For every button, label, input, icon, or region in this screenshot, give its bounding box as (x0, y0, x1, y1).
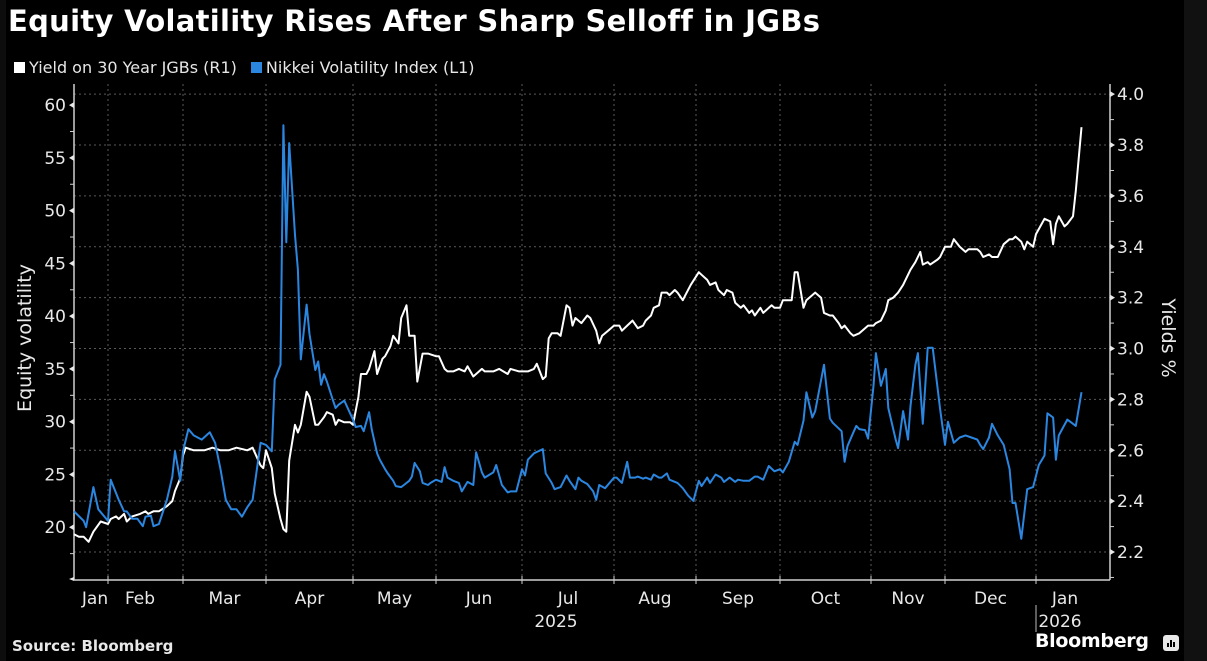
x-tick-label: Feb (125, 589, 155, 609)
left-border (0, 0, 6, 661)
x-tick-label: Mar (208, 589, 240, 609)
right-tick-label: 3.8 (1117, 136, 1144, 156)
right-tick-mark (1110, 396, 1115, 403)
left-tick-mark (69, 524, 74, 531)
right-tick-label: 2.6 (1117, 441, 1144, 461)
right-tick-mark (1110, 192, 1115, 199)
series-lines (73, 124, 1083, 543)
right-tick-label: 2.8 (1117, 390, 1144, 410)
left-tick-mark (69, 102, 74, 109)
left-tick-label: 20 (44, 518, 66, 538)
right-tick-label: 3.4 (1117, 238, 1144, 258)
left-tick-mark (69, 207, 74, 214)
left-tick-label: 40 (44, 307, 66, 327)
year-label-2026: 2026 (1038, 612, 1081, 632)
left-tick-mark (69, 260, 74, 267)
legend-item-yield: Yield on 30 Year JGBs (R1) (14, 58, 237, 77)
left-tick-mark (69, 154, 74, 161)
left-tick-label: 50 (44, 202, 66, 222)
x-tick-label: Dec (974, 589, 1007, 609)
year-label-2025: 2025 (534, 612, 577, 632)
legend-swatch-volatility (250, 62, 262, 73)
right-tick-mark (1110, 549, 1115, 556)
x-tick-label: Aug (638, 589, 671, 609)
legend-swatch-yield (14, 62, 25, 73)
right-tick-mark (1110, 294, 1115, 301)
right-tick-label: 3.6 (1117, 187, 1144, 207)
x-tick-label: May (377, 589, 412, 609)
x-tick-label: Jan (1051, 589, 1078, 609)
chart-title: Equity Volatility Rises After Sharp Sell… (8, 4, 821, 38)
x-tick-label: Oct (811, 589, 841, 609)
left-tick-label: 45 (44, 254, 66, 274)
left-tick-label: 30 (44, 413, 66, 433)
x-tick-label: Sep (722, 589, 754, 609)
chart-icon (1163, 635, 1179, 651)
right-tick-label: 3.2 (1117, 289, 1144, 309)
x-tick-label: Jun (465, 589, 493, 609)
right-tick-mark (1110, 345, 1115, 352)
x-tick-label: Apr (295, 589, 324, 609)
right-tick-mark (1110, 498, 1115, 505)
right-border (1184, 0, 1207, 661)
legend-label-yield: Yield on 30 Year JGBs (R1) (29, 58, 237, 77)
series-line-yield (73, 127, 1083, 543)
x-tick-label: Jan (81, 589, 108, 609)
left-axis-title: Equity volatility (14, 264, 36, 412)
left-tick-label: 35 (44, 360, 66, 380)
right-tick-label: 2.4 (1117, 492, 1144, 512)
left-tick-mark (69, 365, 74, 372)
right-tick-label: 3.0 (1117, 340, 1144, 360)
left-tick-label: 25 (44, 465, 66, 485)
x-tick-label: Jul (557, 589, 579, 609)
left-tick-mark (69, 577, 74, 581)
source-note: Source: Bloomberg (12, 637, 174, 655)
left-tick-mark (69, 418, 74, 425)
right-tick-mark (1110, 447, 1115, 454)
right-tick-mark (1110, 142, 1115, 149)
legend: Yield on 30 Year JGBs (R1) Nikkei Volati… (14, 58, 475, 77)
left-tick-label: 60 (44, 96, 66, 116)
right-tick-label: 4.0 (1117, 85, 1144, 105)
right-tick-mark (1110, 243, 1115, 250)
legend-label-volatility: Nikkei Volatility Index (L1) (265, 58, 475, 77)
left-tick-mark (69, 471, 74, 478)
right-tick-label: 2.2 (1117, 543, 1144, 563)
bloomberg-logo: Bloomberg (1035, 630, 1149, 652)
axes: 20 25 30 35 40 45 50 55 60 2.2 2.4 2.6 2.8 3.0 3.2 3.4 3… (44, 84, 1144, 609)
right-tick-mark (1110, 91, 1115, 98)
left-tick-label: 55 (44, 149, 66, 169)
series-line-volatility (73, 124, 1083, 540)
right-axis-title: Yields % (1157, 297, 1179, 377)
legend-item-volatility: Nikkei Volatility Index (L1) (250, 58, 475, 77)
x-tick-label: Nov (891, 589, 924, 609)
left-tick-mark (69, 313, 74, 320)
